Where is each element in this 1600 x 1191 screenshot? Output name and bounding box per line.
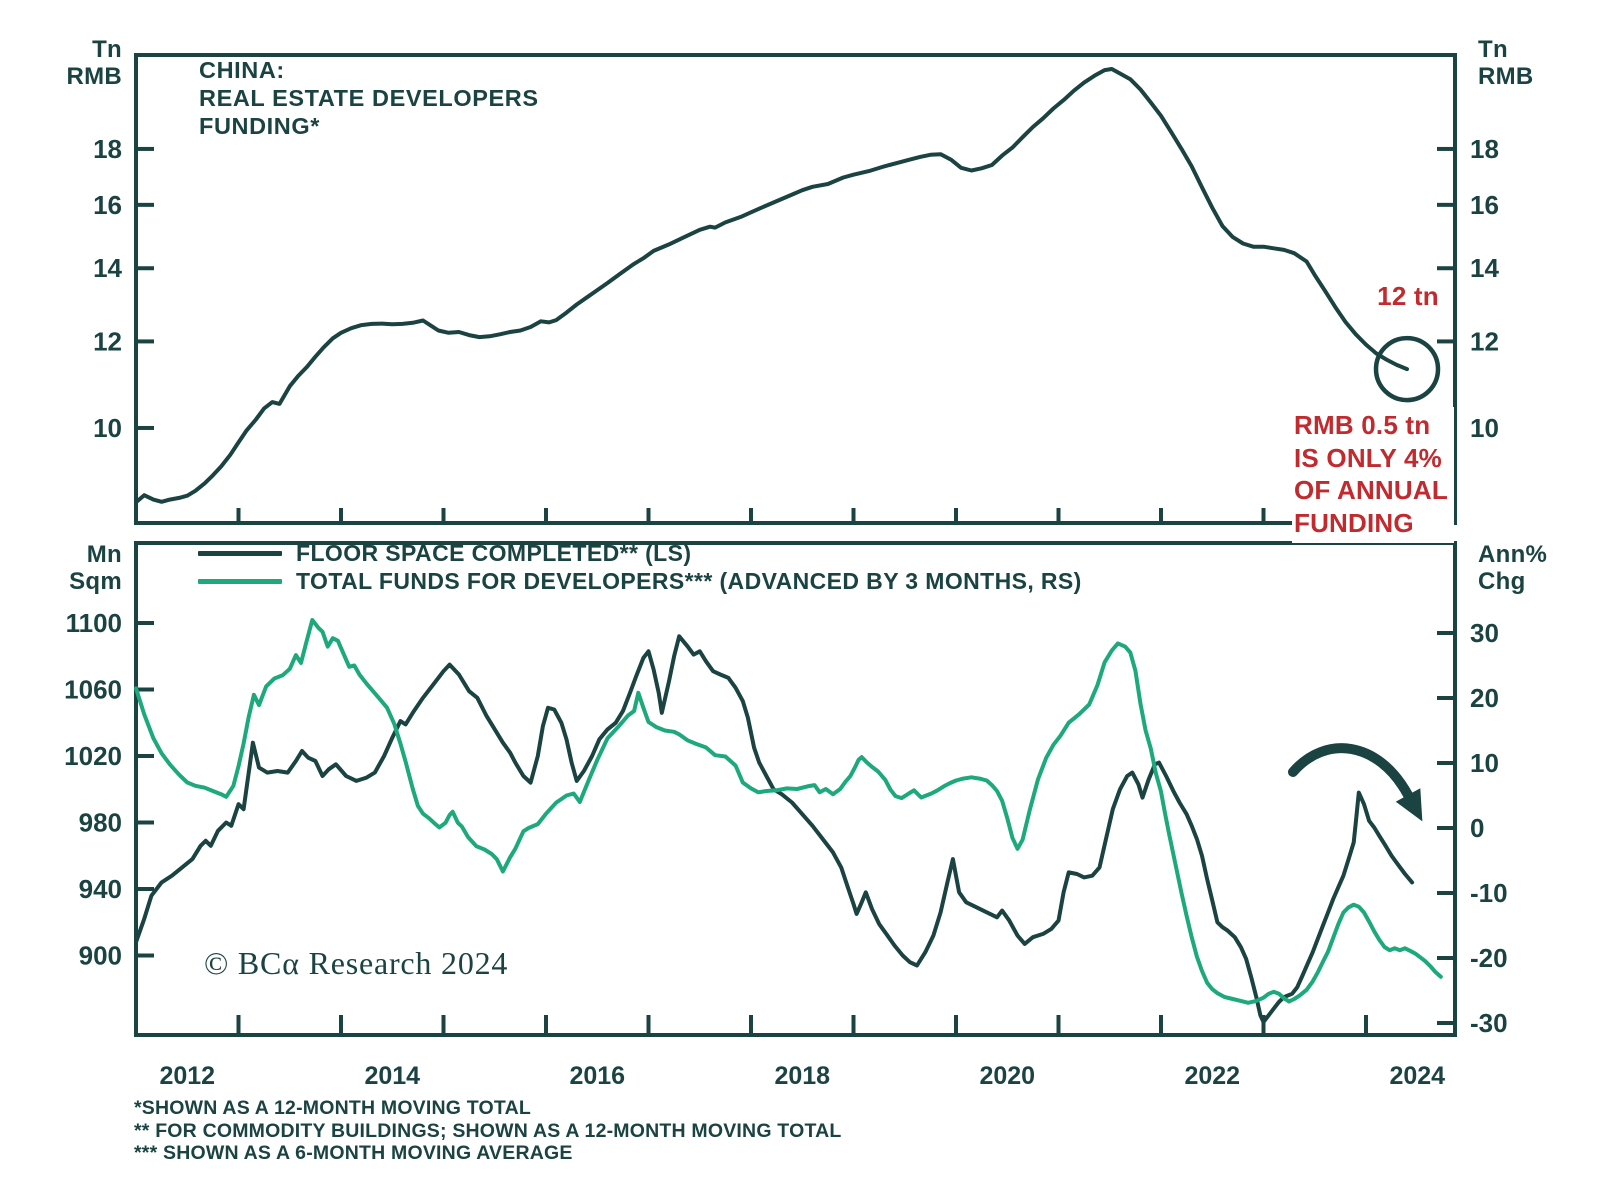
axis-unit-line: Ann% bbox=[1478, 541, 1548, 568]
x-axis-year-label: 2020 bbox=[979, 1062, 1035, 1090]
axis-unit-line: Sqm bbox=[69, 568, 122, 595]
legend-item-floor-space: FLOOR SPACE COMPLETED** (LS) bbox=[198, 539, 1082, 567]
bottom-right-axis-unit: Ann% Chg bbox=[1478, 541, 1547, 595]
downturn-arrow-head bbox=[1395, 788, 1423, 822]
chart-title-line: FUNDING* bbox=[199, 113, 320, 139]
footnote-line: ** FOR COMMODITY BUILDINGS; SHOWN AS A 1… bbox=[134, 1119, 842, 1142]
bottom-y-tick-label: 10 bbox=[1470, 748, 1499, 778]
x-axis-year-label: 2024 bbox=[1389, 1062, 1445, 1090]
axis-unit-line: Mn bbox=[86, 541, 122, 568]
bottom-y-tick-label: 1100 bbox=[66, 608, 122, 638]
legend-label: FLOOR SPACE COMPLETED** (LS) bbox=[296, 539, 692, 566]
footnotes: *SHOWN AS A 12-MONTH MOVING TOTAL ** FOR… bbox=[134, 1097, 842, 1165]
endpoint-circle-annotation bbox=[1373, 335, 1441, 403]
legend-swatch-green bbox=[198, 578, 282, 584]
bottom-panel-border bbox=[134, 541, 1457, 1037]
legend-item-total-funds: TOTAL FUNDS FOR DEVELOPERS*** (ADVANCED … bbox=[198, 567, 1082, 595]
axis-unit-line: Chg bbox=[1478, 568, 1526, 595]
top-y-tick-label: 18 bbox=[93, 134, 122, 164]
top-y-tick-label: 14 bbox=[1470, 253, 1499, 283]
bottom-y-tick-label: -30 bbox=[1470, 1008, 1508, 1038]
x-axis-year-label: 2018 bbox=[774, 1062, 830, 1090]
top-left-axis-unit: Tn RMB bbox=[30, 36, 122, 90]
footnote-line: *** SHOWN AS A 6-MONTH MOVING AVERAGE bbox=[134, 1142, 573, 1164]
bottom-y-tick-label: -20 bbox=[1470, 943, 1508, 973]
funding-note-line: IS ONLY 4% bbox=[1294, 442, 1442, 473]
bottom-y-tick-label: 20 bbox=[1470, 683, 1499, 713]
top-y-tick-label: 18 bbox=[1470, 134, 1499, 164]
copyright: © BCα Research 2024 bbox=[204, 945, 509, 981]
axis-unit-line: RMB bbox=[1478, 63, 1534, 90]
bottom-y-tick-label: 980 bbox=[79, 808, 122, 838]
bottom-y-tick-label: 1020 bbox=[64, 741, 122, 771]
bottom-y-tick-label: 940 bbox=[79, 874, 122, 904]
bottom-y-tick-label: 1060 bbox=[64, 675, 122, 705]
top-panel-border bbox=[134, 53, 1457, 525]
footnote-line: *SHOWN AS A 12-MONTH MOVING TOTAL bbox=[134, 1097, 531, 1119]
axis-unit-line: Tn bbox=[1478, 36, 1508, 63]
bottom-y-tick-label: 900 bbox=[79, 941, 122, 971]
top-y-tick-label: 12 bbox=[1470, 326, 1499, 356]
downturn-arrow bbox=[1288, 743, 1413, 800]
funding-note-line: FUNDING bbox=[1294, 507, 1414, 538]
total-funds-line bbox=[134, 618, 1443, 1005]
chart-title-line: CHINA: bbox=[199, 57, 285, 83]
axis-unit-line: Tn bbox=[92, 36, 122, 63]
top-right-axis-unit: Tn RMB bbox=[1478, 36, 1534, 90]
chart-title-line: REAL ESTATE DEVELOPERS bbox=[199, 85, 539, 111]
x-axis-year-label: 2012 bbox=[159, 1062, 215, 1090]
bottom-left-axis-unit: Mn Sqm bbox=[30, 541, 122, 595]
legend: FLOOR SPACE COMPLETED** (LS) TOTAL FUNDS… bbox=[198, 539, 1082, 595]
top-y-tick-label: 10 bbox=[93, 413, 122, 443]
funding-note-annotation: RMB 0.5 tn IS ONLY 4% OF ANNUAL FUNDING bbox=[1292, 407, 1454, 543]
value-callout-label: 12 tn bbox=[1377, 281, 1439, 311]
legend-label: TOTAL FUNDS FOR DEVELOPERS*** (ADVANCED … bbox=[296, 567, 1082, 594]
bottom-y-tick-label: 0 bbox=[1470, 813, 1484, 843]
chart-title: CHINA: REAL ESTATE DEVELOPERS FUNDING* bbox=[199, 56, 539, 140]
x-axis-year-label: 2022 bbox=[1184, 1062, 1240, 1090]
x-axis-year-label: 2016 bbox=[569, 1062, 625, 1090]
bottom-y-tick-label: -10 bbox=[1470, 878, 1508, 908]
top-y-tick-label: 10 bbox=[1470, 413, 1499, 443]
top-y-tick-label: 16 bbox=[93, 190, 122, 220]
x-axis-year-label: 2014 bbox=[364, 1062, 420, 1090]
floor-space-line bbox=[134, 634, 1415, 1024]
funding-line bbox=[134, 67, 1409, 505]
top-y-tick-label: 14 bbox=[93, 253, 122, 283]
funding-note-line: OF ANNUAL bbox=[1294, 475, 1448, 505]
legend-swatch-dark bbox=[198, 550, 282, 556]
funding-note-line: RMB 0.5 tn bbox=[1294, 410, 1431, 440]
top-y-tick-label: 12 bbox=[93, 326, 122, 356]
axis-unit-line: RMB bbox=[66, 63, 122, 90]
top-y-tick-label: 16 bbox=[1470, 190, 1499, 220]
bottom-y-tick-label: 30 bbox=[1470, 618, 1499, 648]
